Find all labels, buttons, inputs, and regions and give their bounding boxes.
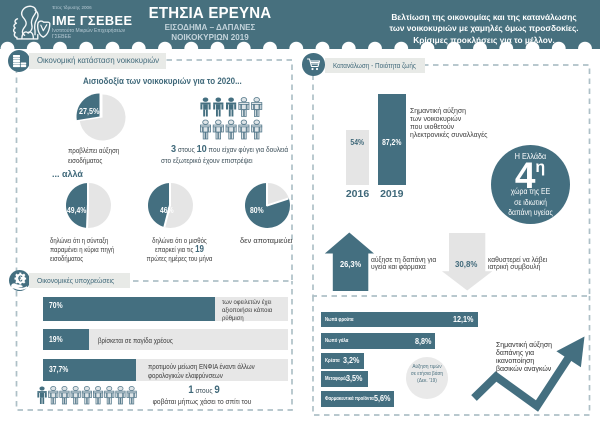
svg-text:€: €	[18, 274, 23, 283]
